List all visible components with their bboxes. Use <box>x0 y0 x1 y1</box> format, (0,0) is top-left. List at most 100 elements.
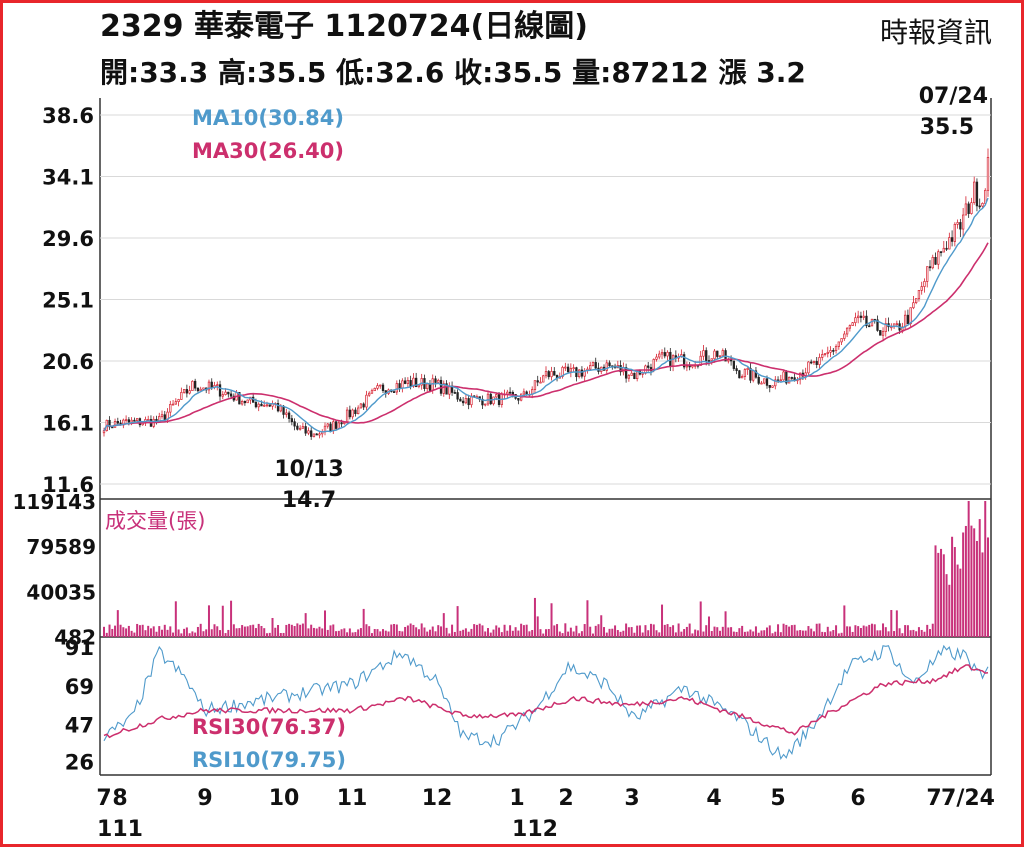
volume-bar <box>473 624 476 637</box>
volume-bar <box>815 623 818 637</box>
volume-bar <box>296 623 299 637</box>
rsi-lines <box>103 644 989 761</box>
candle-body <box>594 362 597 369</box>
candle-body <box>961 214 965 230</box>
candle-body <box>379 384 382 387</box>
volume-bar <box>688 623 691 637</box>
candle-body <box>290 418 293 423</box>
candle-body <box>439 379 443 394</box>
candle-body <box>624 367 628 379</box>
volume-bar <box>953 547 956 637</box>
volume-bar <box>696 630 699 637</box>
candle-body <box>705 350 708 361</box>
volume-bar <box>614 625 617 637</box>
candle-body <box>307 430 310 434</box>
volume-bar <box>603 627 606 637</box>
volume-bar <box>351 632 354 637</box>
volume-bar <box>326 629 329 637</box>
volume-bar <box>777 624 780 637</box>
candle-body <box>909 307 912 325</box>
candle-body <box>754 370 758 378</box>
candle-body <box>108 419 111 428</box>
volume-bar <box>274 627 277 637</box>
candle-body <box>785 371 788 384</box>
volume-bar <box>710 631 713 637</box>
candle-body <box>409 380 412 387</box>
volume-tick-label: 79589 <box>26 535 96 559</box>
candle-body <box>986 157 990 191</box>
volume-bar <box>824 632 827 637</box>
candle-body <box>569 368 573 373</box>
volume-bar <box>417 629 420 637</box>
candle-body <box>550 371 553 378</box>
candle-body <box>718 355 722 358</box>
volume-bar <box>934 545 937 637</box>
candle-body <box>486 393 490 405</box>
candle-body <box>395 383 398 393</box>
volume-bar <box>586 600 589 637</box>
volume-bar <box>973 528 976 637</box>
volume-bar <box>138 625 141 637</box>
candle-body <box>260 403 263 407</box>
volume-bar <box>511 630 514 637</box>
low-value-annotation: 14.7 <box>282 488 336 513</box>
volume-bar <box>677 623 680 637</box>
volume-bar <box>956 564 959 637</box>
volume-bar <box>578 633 581 637</box>
volume-bar <box>713 626 716 637</box>
candle-body <box>210 381 213 388</box>
x-month-label: 4 <box>706 786 721 811</box>
volume-bar <box>561 633 564 637</box>
candle-body <box>740 376 744 379</box>
candle-body <box>216 384 219 387</box>
candle-body <box>169 404 172 413</box>
candle-body <box>760 382 763 385</box>
candle-body <box>699 355 702 366</box>
volume-tick-labels: 119143 79589 40035 482 <box>13 490 97 649</box>
volume-tick-label: 482 <box>54 625 96 649</box>
volume-bar <box>627 627 630 637</box>
legend-ma30: MA30(26.40) <box>192 139 344 163</box>
high-value-annotation: 35.5 <box>920 115 974 140</box>
volume-bar <box>406 625 409 637</box>
volume-bar <box>205 629 208 637</box>
candle-body <box>263 404 266 407</box>
x-month-label: 10 <box>269 786 300 811</box>
volume-bar <box>928 629 931 637</box>
candle-body <box>229 393 233 397</box>
candle-body <box>746 367 749 370</box>
candle-body <box>845 327 849 335</box>
volume-bar <box>763 630 766 637</box>
volume-bar <box>948 584 951 637</box>
volume-bar <box>431 626 434 637</box>
candle-body <box>124 419 128 422</box>
volume-bar <box>428 629 431 637</box>
candle-body <box>956 222 959 225</box>
price-tick-labels: 38.6 34.1 29.6 25.1 20.6 16.1 11.6 <box>42 104 94 497</box>
rsi30-line <box>103 664 989 739</box>
x-month-label: 1 <box>509 786 524 811</box>
volume-bar <box>984 501 987 637</box>
volume-bar <box>876 630 879 637</box>
candle-body <box>931 257 934 269</box>
volume-bar <box>216 626 219 637</box>
x-month-label: 7 <box>96 786 111 811</box>
volume-bar <box>437 625 440 637</box>
volume-bar <box>644 625 647 637</box>
volume-bar <box>754 626 757 637</box>
candle-body <box>544 371 548 377</box>
candle-body <box>658 353 661 358</box>
volume-bar <box>812 631 815 637</box>
volume-bar <box>785 624 788 637</box>
candle-body <box>857 315 860 319</box>
volume-bar <box>909 630 912 637</box>
volume-bar <box>788 626 791 637</box>
volume-bar <box>357 629 360 637</box>
volume-bar <box>442 613 445 637</box>
volume-bar <box>738 628 741 637</box>
candle-body <box>227 391 230 395</box>
volume-bar <box>569 627 572 637</box>
candle-body <box>765 378 769 386</box>
candle-body <box>437 379 440 383</box>
candle-body <box>547 371 550 378</box>
